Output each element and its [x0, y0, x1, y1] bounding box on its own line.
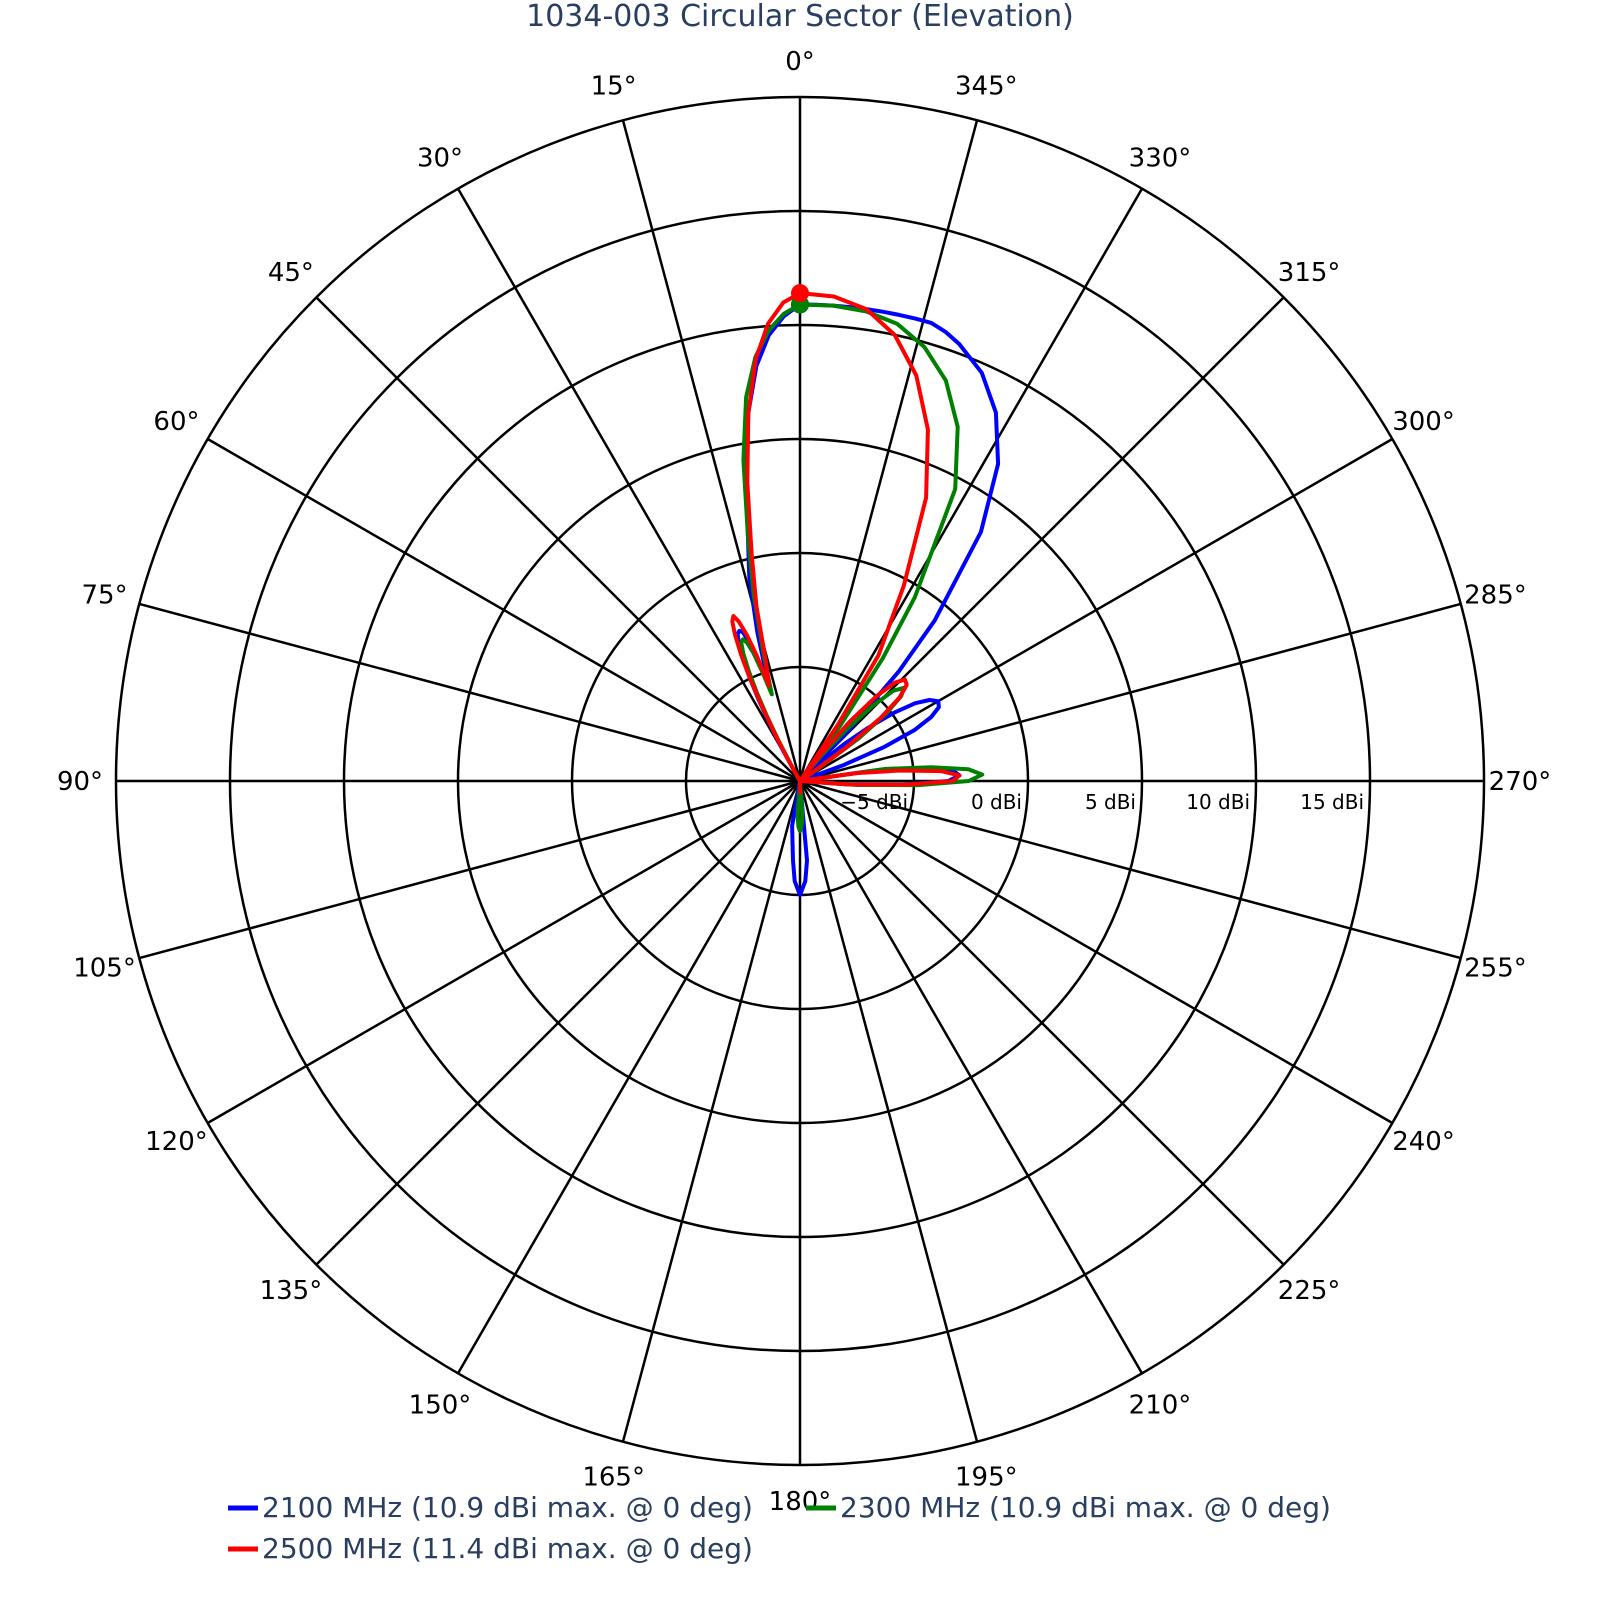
grid-spoke [799, 437, 1393, 783]
angular-tick-label: 150° [409, 1391, 472, 1421]
angular-tick-label: 255° [1464, 953, 1527, 983]
angular-tick-label: 30° [417, 143, 463, 173]
grid-spoke [799, 780, 1285, 1266]
legend-item-2[interactable]: 2300 MHz (10.9 dBi max. @ 0 deg) [806, 1491, 1331, 1524]
angular-grid [116, 97, 1484, 1465]
grid-spoke [798, 780, 1144, 1374]
radial-tick-label: −5 dBi [840, 790, 908, 814]
grid-spoke [315, 296, 801, 782]
grid-spoke [799, 779, 1462, 960]
grid-spoke [207, 437, 801, 783]
angular-tick-label: 0° [785, 47, 815, 77]
series-line-3 [730, 291, 962, 795]
angular-tick-label: 165° [582, 1462, 645, 1492]
max-marker-3 [791, 284, 809, 303]
angular-tick-label: 225° [1278, 1276, 1341, 1306]
angular-tick-label: 135° [260, 1276, 323, 1306]
radial-tick-label: 5 dBi [1085, 790, 1136, 814]
angular-tick-label: 120° [145, 1127, 208, 1157]
angular-tick-label: 45° [268, 258, 314, 288]
chart-title: 1034-003 Circular Sector (Elevation) [526, 0, 1074, 34]
grid-spoke [621, 119, 802, 782]
legend-item-1[interactable]: 2100 MHz (10.9 dBi max. @ 0 deg) [228, 1491, 753, 1524]
angular-tick-label: 75° [81, 581, 127, 611]
grid-spoke [138, 602, 801, 783]
angular-tick-label: 270° [1489, 767, 1552, 797]
grid-spoke [138, 779, 801, 960]
legend-label: 2500 MHz (11.4 dBi max. @ 0 deg) [262, 1532, 753, 1565]
grid-spoke [207, 779, 801, 1125]
grid-spoke [456, 780, 802, 1374]
angular-tick-label: 180° [769, 1487, 832, 1517]
angular-tick-label: 60° [153, 407, 199, 437]
angular-tick-labels: 0° 15° 30° 45° 60° 75° 90° 105° 120° 135° 150° 165°… [57, 47, 1551, 1517]
angular-tick-label: 195° [955, 1462, 1018, 1492]
angular-tick-label: 240° [1392, 1127, 1455, 1157]
grid-spoke [798, 188, 1144, 782]
radial-tick-label: 15 dBi [1300, 790, 1364, 814]
legend[interactable]: 2100 MHz (10.9 dBi max. @ 0 deg) 2300 MHz… [228, 1491, 1331, 1565]
grid-spoke [621, 780, 802, 1443]
angular-tick-label: 315° [1278, 258, 1341, 288]
grid-spoke [798, 119, 979, 782]
grid-spoke [799, 779, 1393, 1125]
angular-tick-label: 285° [1464, 581, 1527, 611]
legend-item-3[interactable]: 2500 MHz (11.4 dBi max. @ 0 deg) [228, 1532, 753, 1565]
angular-tick-label: 345° [955, 72, 1018, 102]
radial-tick-label: 10 dBi [1186, 790, 1250, 814]
grid-spoke [456, 188, 802, 782]
radial-tick-label: 0 dBi [971, 790, 1022, 814]
angular-tick-label: 15° [591, 72, 637, 102]
legend-label: 2300 MHz (10.9 dBi max. @ 0 deg) [840, 1491, 1331, 1524]
angular-tick-label: 330° [1129, 143, 1192, 173]
angular-tick-label: 105° [73, 953, 136, 983]
angular-tick-label: 90° [57, 767, 103, 797]
grid-spoke [315, 780, 801, 1266]
angular-tick-label: 210° [1129, 1391, 1192, 1421]
legend-label: 2100 MHz (10.9 dBi max. @ 0 deg) [262, 1491, 753, 1524]
angular-tick-label: 300° [1392, 407, 1455, 437]
radial-tick-labels: −5 dBi 0 dBi 5 dBi 10 dBi 15 dBi [840, 790, 1364, 814]
series-line-2 [739, 302, 985, 834]
series-traces [730, 284, 1001, 897]
grid-spoke [799, 602, 1462, 783]
grid-spoke [798, 780, 979, 1443]
